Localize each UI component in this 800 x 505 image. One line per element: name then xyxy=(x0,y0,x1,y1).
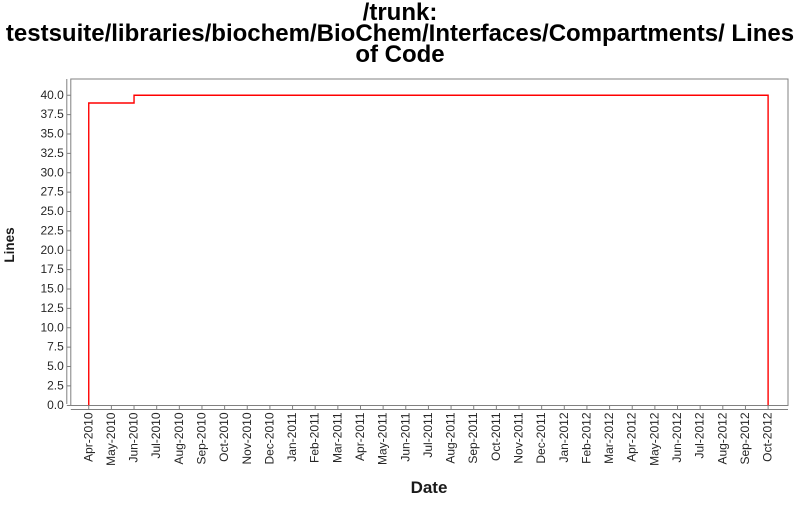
svg-text:Feb-2011: Feb-2011 xyxy=(308,412,322,463)
svg-text:Jun-2011: Jun-2011 xyxy=(398,412,412,461)
svg-text:Apr-2011: Apr-2011 xyxy=(353,412,367,461)
svg-text:Jul-2011: Jul-2011 xyxy=(421,412,435,457)
svg-text:Nov-2010: Nov-2010 xyxy=(240,412,254,464)
svg-text:Mar-2011: Mar-2011 xyxy=(330,412,344,463)
svg-text:37.5: 37.5 xyxy=(40,107,64,121)
svg-text:Jun-2010: Jun-2010 xyxy=(127,412,141,462)
svg-text:Oct-2011: Oct-2011 xyxy=(489,412,503,461)
svg-text:30.0: 30.0 xyxy=(40,165,64,179)
svg-text:20.0: 20.0 xyxy=(40,243,64,257)
svg-text:Dec-2011: Dec-2011 xyxy=(534,412,548,463)
svg-text:22.5: 22.5 xyxy=(40,223,64,237)
svg-text:0.0: 0.0 xyxy=(47,398,64,412)
svg-text:12.5: 12.5 xyxy=(40,301,64,315)
svg-text:Sep-2011: Sep-2011 xyxy=(466,412,480,463)
svg-text:15.0: 15.0 xyxy=(40,282,64,296)
svg-text:Oct-2012: Oct-2012 xyxy=(761,412,775,462)
svg-text:10.0: 10.0 xyxy=(40,320,64,334)
svg-text:Feb-2012: Feb-2012 xyxy=(579,412,593,464)
svg-text:Aug-2010: Aug-2010 xyxy=(172,412,186,464)
svg-text:35.0: 35.0 xyxy=(40,127,64,141)
svg-text:Aug-2011: Aug-2011 xyxy=(444,412,458,463)
svg-text:Jun-2012: Jun-2012 xyxy=(670,412,684,462)
svg-text:25.0: 25.0 xyxy=(40,204,64,218)
svg-text:Oct-2010: Oct-2010 xyxy=(217,412,231,462)
svg-text:Nov-2011: Nov-2011 xyxy=(512,412,526,463)
svg-text:Jan-2011: Jan-2011 xyxy=(285,412,299,461)
svg-text:May-2011: May-2011 xyxy=(376,412,390,465)
svg-text:Apr-2012: Apr-2012 xyxy=(625,412,639,462)
svg-text:Lines: Lines xyxy=(2,227,17,262)
svg-text:Mar-2012: Mar-2012 xyxy=(602,412,616,464)
svg-text:32.5: 32.5 xyxy=(40,146,64,160)
svg-text:Date: Date xyxy=(411,478,448,497)
svg-text:2.5: 2.5 xyxy=(47,378,64,392)
svg-text:Jul-2010: Jul-2010 xyxy=(149,412,163,458)
svg-text:Jul-2012: Jul-2012 xyxy=(693,412,707,458)
svg-text:May-2010: May-2010 xyxy=(104,412,118,466)
svg-text:Dec-2010: Dec-2010 xyxy=(262,412,276,464)
svg-text:Sep-2012: Sep-2012 xyxy=(738,412,752,464)
svg-text:27.5: 27.5 xyxy=(40,185,64,199)
svg-text:7.5: 7.5 xyxy=(47,340,64,354)
svg-text:17.5: 17.5 xyxy=(40,262,64,276)
svg-text:Aug-2012: Aug-2012 xyxy=(715,412,729,464)
svg-text:Apr-2010: Apr-2010 xyxy=(81,412,95,462)
svg-text:40.0: 40.0 xyxy=(40,88,64,102)
svg-text:Sep-2010: Sep-2010 xyxy=(194,412,208,464)
svg-text:5.0: 5.0 xyxy=(47,359,64,373)
svg-text:May-2012: May-2012 xyxy=(647,412,661,466)
svg-text:Jan-2012: Jan-2012 xyxy=(557,412,571,462)
